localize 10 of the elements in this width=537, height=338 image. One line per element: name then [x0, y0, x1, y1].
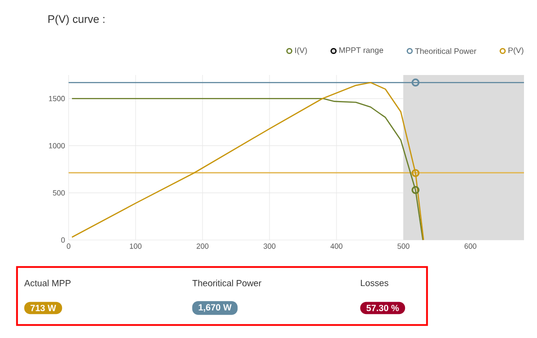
point: [412, 78, 420, 87]
text: 1,670 W: [198, 304, 232, 312]
point: [412, 186, 420, 194]
text: 57.30 %: [366, 304, 399, 312]
point: [412, 169, 420, 178]
chart-title: P(V) curve :: [48, 14, 104, 26]
text: Actual MPP: [24, 280, 71, 286]
text: Losses: [360, 280, 388, 286]
text: 713 W: [30, 304, 56, 312]
text: Theoritical Power: [192, 280, 262, 286]
